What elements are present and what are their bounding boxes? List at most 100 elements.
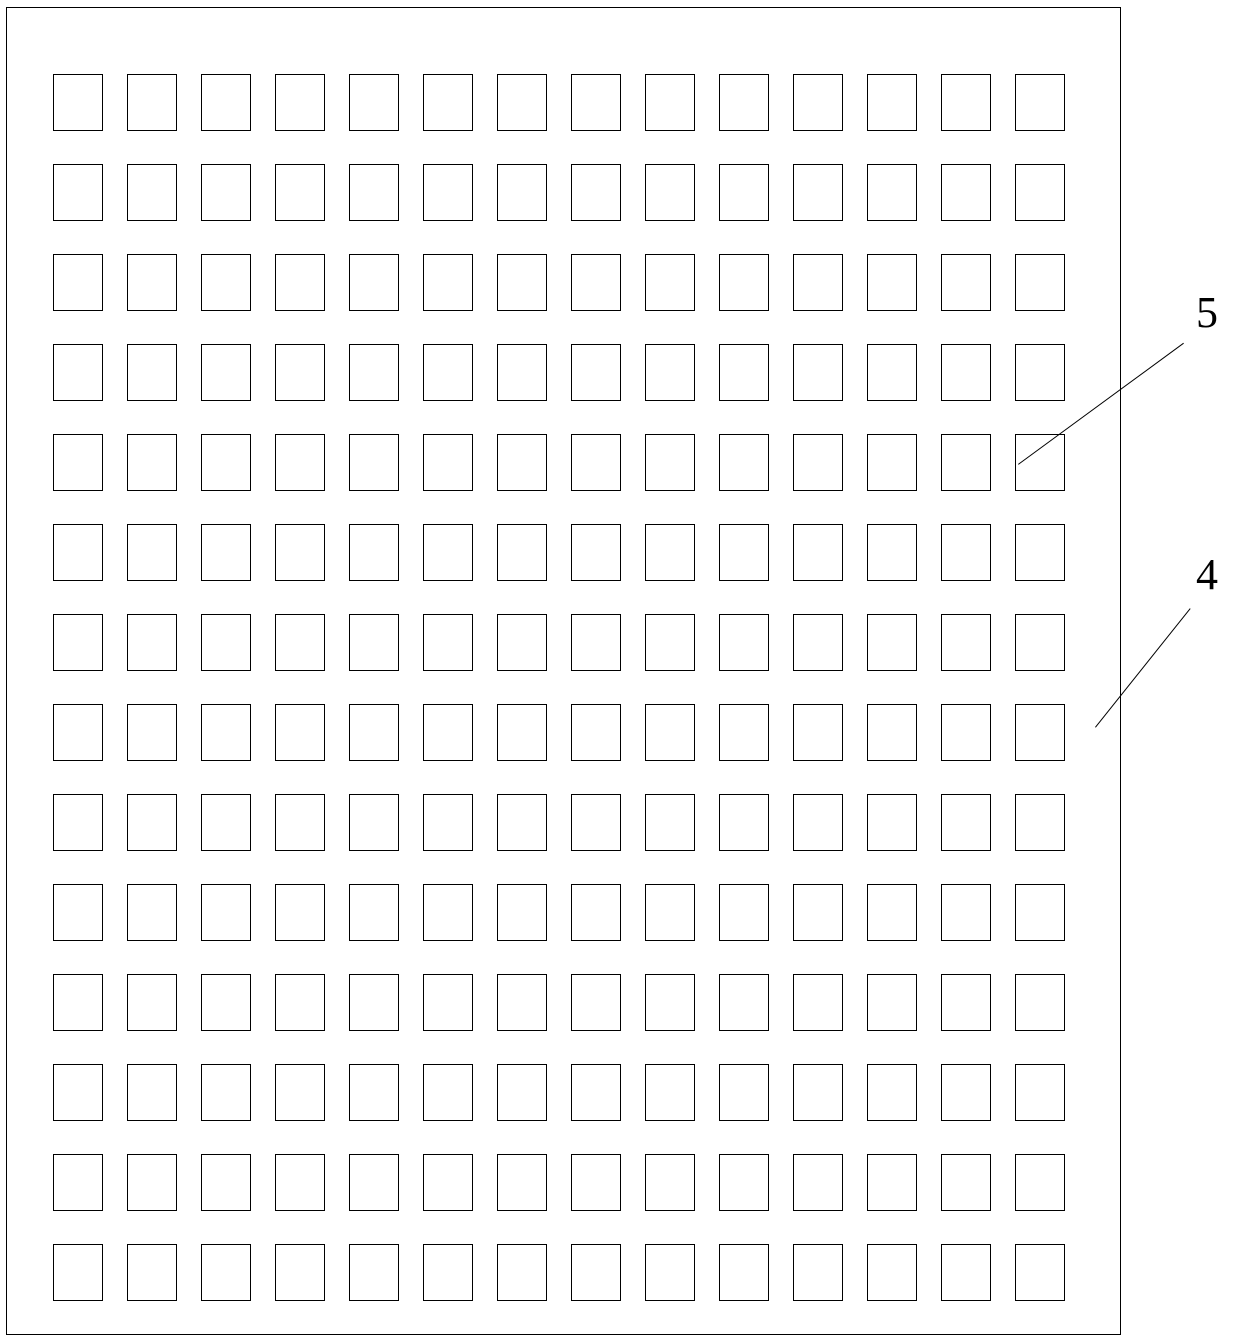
- grid-cell: [201, 164, 251, 221]
- grid-cell: [719, 524, 769, 581]
- grid-cell: [867, 164, 917, 221]
- grid-cell: [867, 884, 917, 941]
- grid-cell: [497, 1064, 547, 1121]
- grid-cell: [53, 1154, 103, 1211]
- grid-cell: [349, 164, 399, 221]
- grid-cell: [645, 704, 695, 761]
- grid-cell: [349, 974, 399, 1031]
- grid-cell: [1015, 884, 1065, 941]
- grid-cell: [719, 1244, 769, 1301]
- grid-cell: [941, 884, 991, 941]
- grid-cell: [497, 344, 547, 401]
- grid-cell: [719, 1064, 769, 1121]
- grid-cell: [201, 254, 251, 311]
- grid-cell: [793, 254, 843, 311]
- grid-cell: [127, 704, 177, 761]
- grid-cell: [719, 74, 769, 131]
- grid-cell: [497, 164, 547, 221]
- grid-cell: [1015, 164, 1065, 221]
- grid-cell: [127, 74, 177, 131]
- grid-cell: [497, 1244, 547, 1301]
- grid-cell: [53, 614, 103, 671]
- grid-cell: [941, 614, 991, 671]
- grid-cell: [497, 794, 547, 851]
- grid-cell: [127, 1154, 177, 1211]
- grid-cell: [719, 344, 769, 401]
- grid-cell: [201, 434, 251, 491]
- grid-cell: [201, 794, 251, 851]
- grid-cell: [1015, 344, 1065, 401]
- grid-cell: [1015, 74, 1065, 131]
- grid-cell: [275, 794, 325, 851]
- grid-cell: [793, 794, 843, 851]
- grid-cell: [423, 974, 473, 1031]
- grid-cell: [349, 434, 399, 491]
- grid-cell: [423, 434, 473, 491]
- grid-cell: [867, 74, 917, 131]
- grid-cell: [571, 1154, 621, 1211]
- grid-cell: [645, 524, 695, 581]
- grid-cell: [423, 794, 473, 851]
- grid-cell: [645, 1064, 695, 1121]
- grid-cell: [719, 884, 769, 941]
- grid-cell: [571, 524, 621, 581]
- grid-cell: [275, 1244, 325, 1301]
- grid-cell: [793, 164, 843, 221]
- grid-cell: [53, 1064, 103, 1121]
- grid-cell: [719, 254, 769, 311]
- grid-cell: [349, 344, 399, 401]
- grid-cell: [645, 1244, 695, 1301]
- grid-cell: [423, 524, 473, 581]
- grid-cell: [571, 434, 621, 491]
- grid-cell: [645, 434, 695, 491]
- grid-cell: [941, 254, 991, 311]
- grid-cell: [571, 704, 621, 761]
- grid-cell: [497, 884, 547, 941]
- grid-cell: [793, 74, 843, 131]
- grid-cell: [1015, 254, 1065, 311]
- grid-cell: [645, 74, 695, 131]
- grid-cell: [127, 164, 177, 221]
- grid-cell: [275, 1154, 325, 1211]
- grid-cell: [571, 1244, 621, 1301]
- grid-cell: [793, 974, 843, 1031]
- grid-cell: [423, 74, 473, 131]
- grid-cell: [349, 704, 399, 761]
- grid-cell: [719, 434, 769, 491]
- grid-cell: [867, 974, 917, 1031]
- grid-cell: [423, 1244, 473, 1301]
- grid-cell: [1015, 1064, 1065, 1121]
- callout-label-5: 5: [1196, 287, 1218, 338]
- grid-cell: [201, 1244, 251, 1301]
- callout-label-4: 4: [1196, 549, 1218, 600]
- grid-cell: [645, 884, 695, 941]
- grid-cell: [53, 1244, 103, 1301]
- grid-cell: [127, 524, 177, 581]
- grid-cell: [275, 74, 325, 131]
- grid-cell: [53, 974, 103, 1031]
- grid-cell: [645, 974, 695, 1031]
- grid-cell: [423, 344, 473, 401]
- grid-cell: [867, 1154, 917, 1211]
- grid-cell: [793, 434, 843, 491]
- grid-cell: [719, 614, 769, 671]
- grid-cell: [867, 524, 917, 581]
- grid-cell: [497, 524, 547, 581]
- grid-cell: [349, 884, 399, 941]
- grid-cell: [1015, 434, 1065, 491]
- grid-cell: [1015, 1244, 1065, 1301]
- grid-cell: [1015, 704, 1065, 761]
- grid-cell: [423, 884, 473, 941]
- grid-cell: [201, 974, 251, 1031]
- grid-cell: [53, 704, 103, 761]
- grid-cell: [793, 1154, 843, 1211]
- grid-cell: [127, 344, 177, 401]
- grid-cell: [941, 74, 991, 131]
- grid-cell: [941, 434, 991, 491]
- grid-cell: [793, 1244, 843, 1301]
- grid-cell: [201, 884, 251, 941]
- grid-cell: [793, 614, 843, 671]
- grid-cell: [127, 1064, 177, 1121]
- grid-cell: [201, 524, 251, 581]
- grid-cell: [719, 974, 769, 1031]
